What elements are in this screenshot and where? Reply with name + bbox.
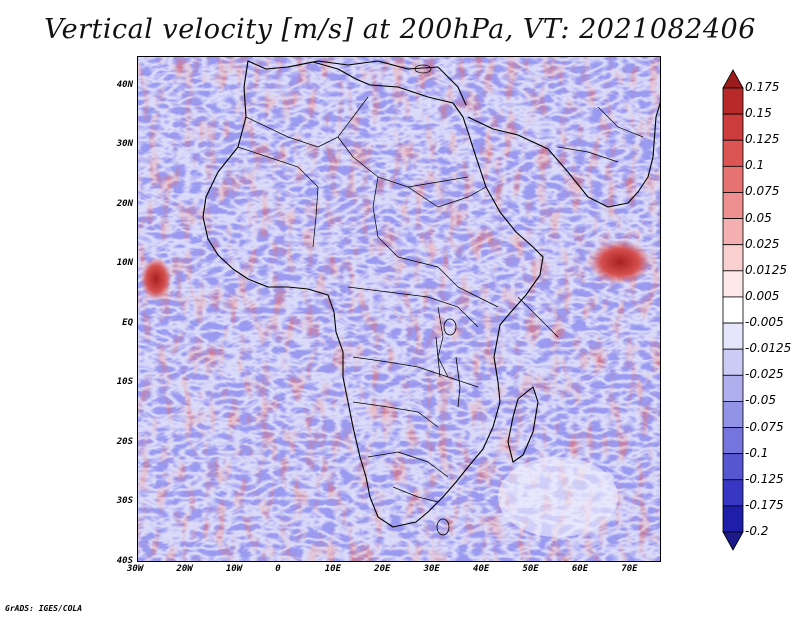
colorbar-label: 0.1 xyxy=(745,158,765,173)
lakes xyxy=(414,64,461,536)
lon-label: 60E xyxy=(571,564,589,574)
colorbar-label: -0.2 xyxy=(745,524,769,538)
colorbar-label: -0.075 xyxy=(745,419,784,434)
colorbar-label: 0.125 xyxy=(745,132,780,147)
colorbar-swatch xyxy=(722,270,744,298)
lat-label: 10S xyxy=(116,377,133,388)
colorbar-label: 0.025 xyxy=(745,236,780,251)
colorbar xyxy=(722,69,744,551)
lon-label: 70E xyxy=(621,564,638,574)
grads-credit: GrADS: IGES/COLA xyxy=(5,604,83,613)
colorbar-swatch xyxy=(722,427,744,455)
colorbar-swatch xyxy=(722,374,744,402)
colorbar-bottom-triangle xyxy=(722,531,744,551)
colorbar-swatch xyxy=(722,401,744,428)
colorbar-swatch xyxy=(722,113,744,141)
colorbar-label: -0.005 xyxy=(745,315,784,330)
colorbar-label: -0.025 xyxy=(745,367,784,382)
colorbar-label: 0.0125 xyxy=(745,262,787,277)
coastlines xyxy=(202,60,660,528)
lat-label: 20S xyxy=(116,436,133,447)
map-title: Vertical velocity [m/s] at 200hPa, VT: 2… xyxy=(44,14,756,45)
colorbar-swatch xyxy=(722,139,744,167)
lon-label: 10W xyxy=(225,564,243,574)
lat-label: 40N xyxy=(116,79,133,90)
map-plot-area xyxy=(137,56,661,562)
lat-label: 30S xyxy=(116,496,133,507)
lat-label: EQ xyxy=(122,317,133,328)
lon-label: 20E xyxy=(374,564,391,574)
colorbar-label: -0.1 xyxy=(745,445,769,460)
lon-label: 50E xyxy=(522,564,539,574)
vertical-velocity-map xyxy=(138,57,660,561)
lon-label: 30W xyxy=(127,564,144,574)
calm-region-indian-ocean xyxy=(498,457,618,537)
colorbar-swatch xyxy=(722,479,744,507)
lon-label: 10E xyxy=(324,564,341,574)
colorbar-label: 0.175 xyxy=(745,80,780,94)
updraft-hotspot-arabian-sea xyxy=(588,240,652,284)
lon-label: 30E xyxy=(423,564,440,574)
colorbar-swatch xyxy=(722,296,744,324)
colorbar-label: -0.175 xyxy=(745,497,784,512)
colorbar-swatch xyxy=(722,87,744,115)
updraft-hotspot-atlantic xyxy=(140,257,172,301)
lat-label: 10N xyxy=(116,258,133,269)
lon-label: 0 xyxy=(275,564,281,574)
colorbar-swatch xyxy=(722,165,744,193)
colorbar-top-triangle xyxy=(722,69,744,89)
colorbar-swatch xyxy=(722,322,744,350)
colorbar-swatch xyxy=(722,453,744,481)
colorbar-swatch xyxy=(722,348,744,376)
lon-label: 40E xyxy=(473,564,490,574)
colorbar-label: 0.075 xyxy=(745,184,780,199)
lat-label: 30N xyxy=(116,139,133,150)
colorbar-swatch xyxy=(722,192,744,219)
colorbar-label: -0.0125 xyxy=(745,341,792,356)
colorbar-label: 0.05 xyxy=(745,210,772,225)
colorbar-label: 0.005 xyxy=(745,288,780,303)
colorbar-swatch xyxy=(722,218,744,246)
colorbar-label: -0.05 xyxy=(745,393,777,408)
colorbar-label: 0.15 xyxy=(745,106,772,121)
colorbar-label: -0.125 xyxy=(745,471,784,486)
lat-label: 20N xyxy=(116,198,133,209)
lat-label: 40S xyxy=(116,556,133,566)
country-borders xyxy=(237,96,644,503)
colorbar-swatch xyxy=(722,244,744,272)
lon-label: 20W xyxy=(176,564,193,574)
colorbar-swatch xyxy=(722,505,744,533)
